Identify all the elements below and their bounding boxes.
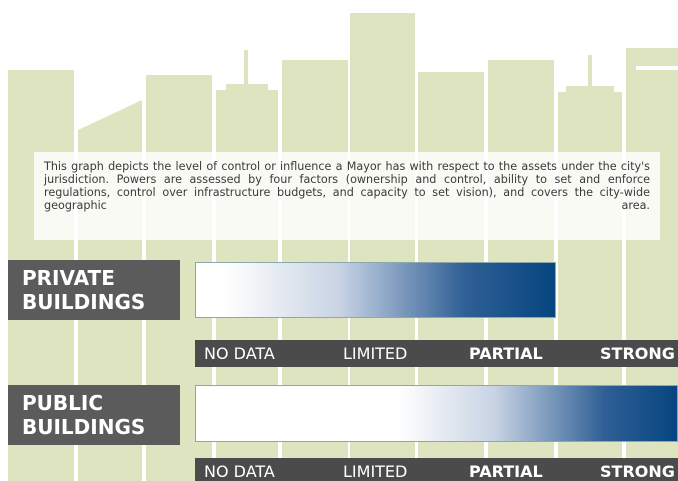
scale-label: NO DATA <box>204 462 275 481</box>
scale-label: STRONG <box>600 344 675 363</box>
level-bar <box>195 385 678 442</box>
scale-label: STRONG <box>600 462 675 481</box>
description-box <box>34 152 660 240</box>
scale-strip: NO DATA LIMITED PARTIAL STRONG <box>195 458 678 481</box>
level-bar <box>195 262 556 318</box>
scale-label: LIMITED <box>343 344 408 363</box>
scale-label: NO DATA <box>204 344 275 363</box>
description: This graph depicts the level of control … <box>44 160 650 212</box>
scale-label: LIMITED <box>343 462 408 481</box>
row-label: PUBLIC BUILDINGS <box>8 385 180 445</box>
scale-strip: NO DATA LIMITED PARTIAL STRONG <box>195 340 678 367</box>
scale-label: PARTIAL <box>469 462 543 481</box>
scale-label: PARTIAL <box>469 344 543 363</box>
row-label: PRIVATE BUILDINGS <box>8 260 180 320</box>
